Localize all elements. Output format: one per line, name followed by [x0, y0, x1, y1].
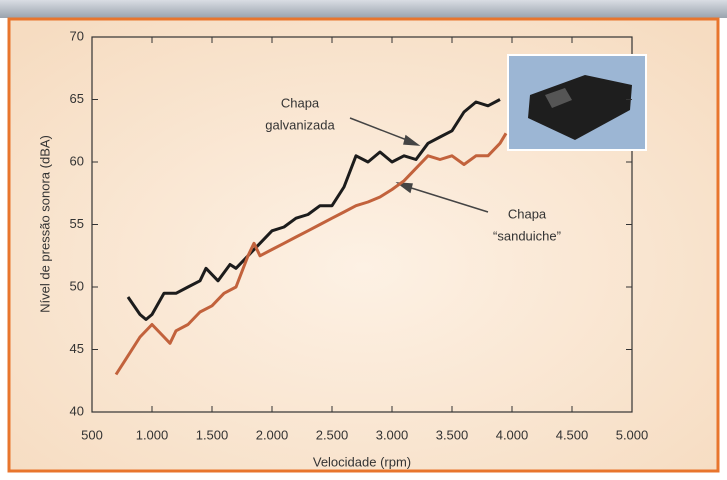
y-axis-label: Nível de pressão sonora (dBA)	[37, 135, 52, 313]
y-tick-label: 60	[70, 153, 84, 168]
x-axis-label: Velocidade (rpm)	[313, 454, 411, 469]
y-tick-label: 40	[70, 403, 84, 418]
annotation: “sanduiche”	[493, 228, 561, 243]
x-tick-label: 2.000	[256, 427, 289, 442]
x-tick-label: 3.500	[436, 427, 469, 442]
x-tick-label: 3.000	[376, 427, 409, 442]
chart: Velocidade (rpm) Nível de pressão sonora…	[0, 0, 727, 475]
x-tick-label: 500	[81, 427, 103, 442]
x-tick-label: 2.500	[316, 427, 349, 442]
x-tick-label: 4.000	[496, 427, 529, 442]
x-tick-label: 5.000	[616, 427, 649, 442]
y-tick-label: 70	[70, 28, 84, 43]
x-tick-label: 1.500	[196, 427, 229, 442]
photo-inset	[508, 55, 646, 150]
page: Velocidade (rpm) Nível de pressão sonora…	[0, 0, 727, 480]
y-tick-label: 55	[70, 216, 84, 231]
x-tick-label: 1.000	[136, 427, 169, 442]
annotation: Chapa	[281, 95, 320, 110]
annotation: galvanizada	[265, 117, 335, 132]
y-tick-label: 45	[70, 341, 84, 356]
y-tick-label: 50	[70, 278, 84, 293]
annotation: Chapa	[508, 206, 547, 221]
y-tick-label: 65	[70, 91, 84, 106]
top-bar	[0, 0, 727, 18]
x-tick-label: 4.500	[556, 427, 589, 442]
